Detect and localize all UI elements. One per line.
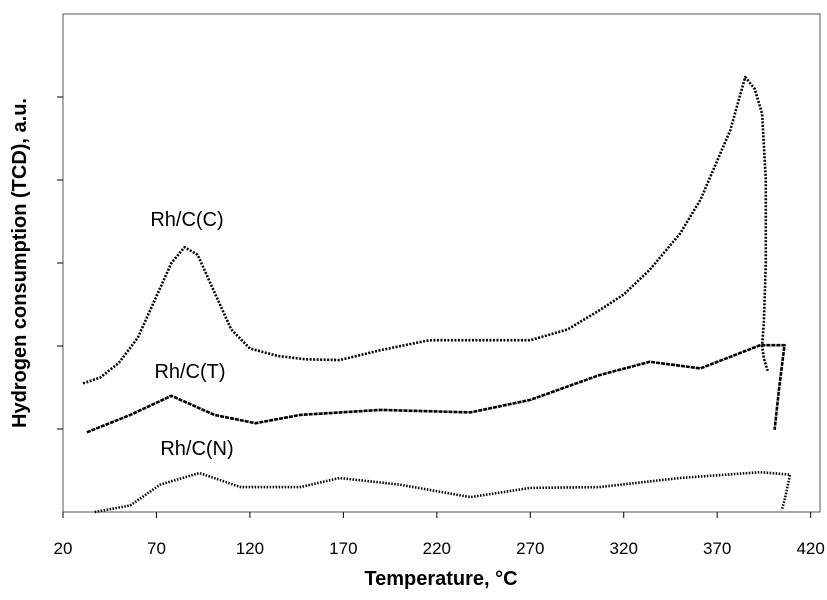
x-tick-label: 270 [516,539,544,558]
series-label: Rh/C(T) [154,361,225,383]
series-line [82,75,769,385]
x-tick-label: 420 [796,539,824,558]
series-label: Rh/C(C) [150,209,223,231]
x-tick-label: 170 [329,539,357,558]
series-line [86,343,786,434]
y-tick-marks [57,96,63,430]
y-axis-title: Hydrogen consumption (TCD), a.u. [9,98,31,428]
x-tick-label: 20 [54,539,73,558]
x-tick-label: 220 [423,539,451,558]
x-tick-label: 70 [147,539,166,558]
x-axis-title: Temperature, °C [364,568,517,590]
x-tick-label: 370 [703,539,731,558]
x-tick-label: 320 [610,539,638,558]
x-tick-label: 120 [236,539,264,558]
series-line [94,470,792,514]
series-label: Rh/C(N) [160,438,233,460]
